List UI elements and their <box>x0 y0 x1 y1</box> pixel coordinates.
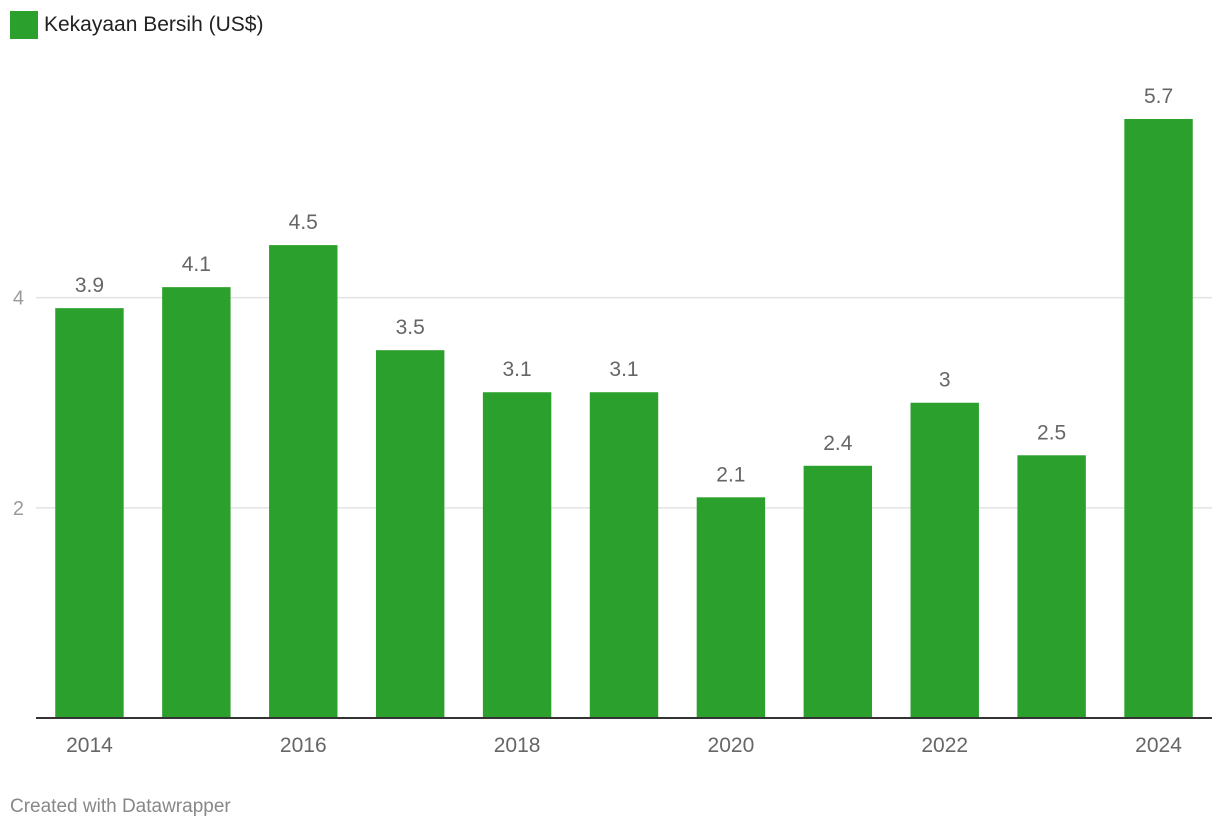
x-tick-label: 2018 <box>494 734 541 757</box>
data-label: 2.4 <box>823 432 853 455</box>
data-label: 3.5 <box>396 316 425 339</box>
legend-label: Kekayaan Bersih (US$) <box>44 13 264 36</box>
data-label: 3.1 <box>502 358 531 381</box>
x-tick-label: 2016 <box>280 734 327 757</box>
x-tick-label: 2014 <box>66 734 113 757</box>
data-label: 4.5 <box>289 211 318 234</box>
x-tick-label: 2024 <box>1135 734 1182 757</box>
bar-2024 <box>1124 119 1193 718</box>
bar-2020 <box>696 497 766 718</box>
bar-2021 <box>803 465 873 718</box>
data-label: 3.9 <box>75 274 104 297</box>
data-label: 3 <box>939 369 951 392</box>
legend-swatch <box>10 11 38 39</box>
x-tick-label: 2022 <box>921 734 968 757</box>
bar-2015 <box>162 287 231 718</box>
y-tick-label: 4 <box>13 288 24 310</box>
bar-2017 <box>375 350 445 718</box>
x-tick-label: 2020 <box>708 734 755 757</box>
bar-2016 <box>269 245 338 718</box>
bar-2014 <box>55 308 124 718</box>
data-label: 2.1 <box>716 463 745 486</box>
legend: Kekayaan Bersih (US$) <box>10 10 263 40</box>
data-label: 5.7 <box>1144 85 1173 108</box>
bar-2018 <box>482 392 552 718</box>
data-label: 3.1 <box>609 358 638 381</box>
data-label: 2.5 <box>1037 421 1066 444</box>
bar-2019 <box>589 392 659 718</box>
footer-credit: Created with Datawrapper <box>10 796 231 817</box>
data-label: 4.1 <box>182 253 211 276</box>
bar-2023 <box>1017 455 1086 718</box>
bar-2022 <box>910 402 979 718</box>
y-tick-label: 2 <box>13 498 24 520</box>
